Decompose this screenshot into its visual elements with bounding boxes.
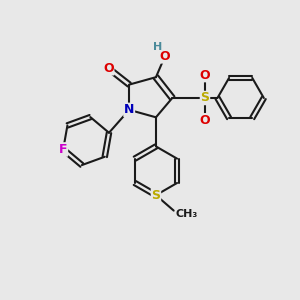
Text: S: S [152,189,160,202]
Text: F: F [59,143,68,156]
Text: O: O [200,114,210,127]
Text: N: N [124,103,134,116]
Text: H: H [153,42,162,52]
Text: S: S [200,92,209,104]
Text: O: O [103,62,114,75]
Text: CH₃: CH₃ [175,209,197,219]
Text: O: O [200,69,210,82]
Text: O: O [160,50,170,63]
